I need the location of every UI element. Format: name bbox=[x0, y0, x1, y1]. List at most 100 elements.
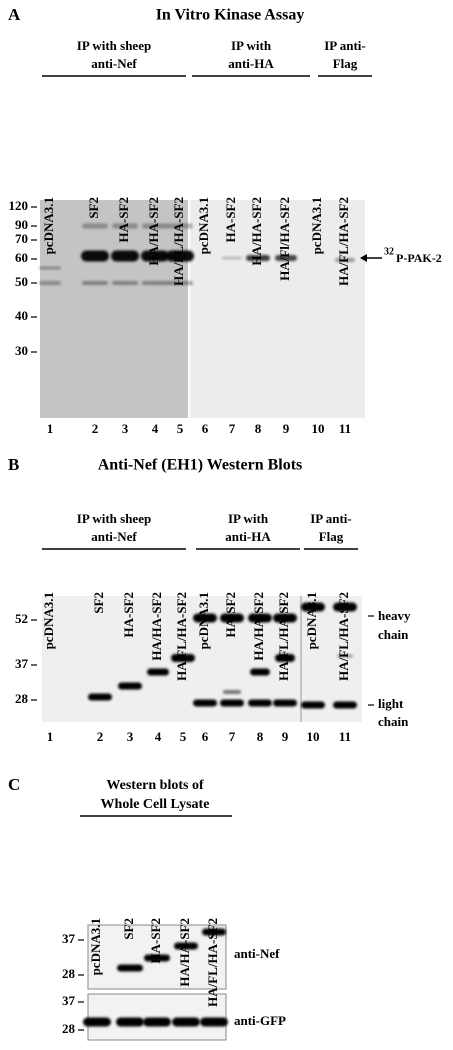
band bbox=[147, 668, 169, 676]
lane-label: pcDNA3.1 bbox=[309, 197, 324, 254]
band bbox=[82, 223, 108, 229]
lane-label: HA/HA-SF2 bbox=[251, 592, 266, 661]
marker-label: 28 bbox=[62, 1021, 76, 1036]
lane-number: 6 bbox=[202, 729, 209, 744]
lane-number: 11 bbox=[339, 421, 351, 436]
lane-number: 7 bbox=[229, 421, 236, 436]
marker-label: 37 bbox=[15, 656, 29, 671]
lane-number: 1 bbox=[47, 421, 54, 436]
band bbox=[220, 699, 244, 707]
band bbox=[117, 964, 143, 972]
marker-label: 52 bbox=[15, 611, 28, 626]
group-title: Flag bbox=[333, 56, 358, 71]
lane-number: 10 bbox=[307, 729, 320, 744]
panel-label: C bbox=[8, 775, 20, 794]
lane-label: HA-SF2 bbox=[148, 918, 163, 964]
marker-label: 60 bbox=[15, 250, 28, 265]
lane-label: pcDNA3.1 bbox=[304, 592, 319, 649]
group-title: IP with sheep bbox=[77, 38, 151, 53]
band bbox=[301, 701, 325, 709]
annotation: P-PAK-2 bbox=[396, 251, 442, 265]
lane-number: 2 bbox=[92, 421, 99, 436]
band bbox=[246, 255, 270, 261]
band bbox=[88, 693, 112, 701]
band bbox=[223, 690, 241, 694]
group-title: anti-Nef bbox=[91, 56, 137, 71]
annotation: light bbox=[378, 696, 404, 711]
lane-number: 6 bbox=[202, 421, 209, 436]
group-title: IP with bbox=[228, 511, 269, 526]
lane-number: 9 bbox=[282, 729, 289, 744]
lane-label: HA/FL/HA-SF2 bbox=[174, 592, 189, 681]
lane-number: 10 bbox=[312, 421, 325, 436]
marker-label: 28 bbox=[15, 691, 29, 706]
lane-label: pcDNA3.1 bbox=[41, 592, 56, 649]
marker-label: 90 bbox=[15, 217, 28, 232]
lane-label: HA/FL/HA-SF2 bbox=[336, 592, 351, 681]
annotation-superscript: 32 bbox=[384, 246, 394, 257]
annotation: chain bbox=[378, 714, 409, 729]
lane-label: HA/HA-SF2 bbox=[249, 197, 264, 266]
band bbox=[171, 654, 195, 662]
band bbox=[83, 1017, 111, 1027]
lane-label: HA/FL/HA-SF2 bbox=[205, 918, 220, 1007]
band bbox=[273, 613, 297, 623]
marker-label: 37 bbox=[62, 993, 76, 1008]
band bbox=[167, 281, 193, 285]
band bbox=[202, 928, 226, 936]
gel-a-right bbox=[190, 200, 365, 418]
band bbox=[111, 250, 139, 262]
lane-label: pcDNA3.1 bbox=[88, 918, 103, 975]
group-title: anti-Nef bbox=[91, 529, 137, 544]
band bbox=[333, 602, 357, 612]
group-title: anti-HA bbox=[225, 529, 271, 544]
group-title: IP with bbox=[231, 38, 272, 53]
gel-c2 bbox=[87, 993, 227, 1041]
band bbox=[82, 281, 108, 285]
lane-number: 9 bbox=[283, 421, 290, 436]
band bbox=[172, 1017, 200, 1027]
lane-number: 5 bbox=[177, 421, 184, 436]
lane-number: 11 bbox=[339, 729, 351, 744]
band bbox=[275, 654, 295, 662]
lane-label: SF2 bbox=[121, 918, 136, 940]
panel-label: B bbox=[8, 455, 19, 474]
marker-label: 50 bbox=[15, 274, 28, 289]
annotation: chain bbox=[378, 627, 409, 642]
band bbox=[248, 699, 272, 707]
band bbox=[118, 682, 142, 690]
band bbox=[112, 281, 138, 285]
group-title: anti-HA bbox=[228, 56, 274, 71]
group-title: IP anti- bbox=[310, 511, 352, 526]
band bbox=[143, 1017, 171, 1027]
band bbox=[248, 613, 272, 623]
marker-label: 70 bbox=[15, 231, 28, 246]
band bbox=[166, 250, 194, 262]
lane-label: HA/HA-SF2 bbox=[177, 918, 192, 987]
band bbox=[167, 223, 193, 229]
band bbox=[174, 942, 198, 950]
lane-label: HA/HA-SF2 bbox=[146, 197, 161, 266]
band bbox=[335, 258, 355, 262]
lane-label: SF2 bbox=[86, 197, 101, 219]
lane-number: 3 bbox=[127, 729, 134, 744]
lane-label: HA/HA-SF2 bbox=[149, 592, 164, 661]
lane-label: HA/Fl/HA-SF2 bbox=[277, 197, 292, 281]
blot-label: anti-Nef bbox=[234, 946, 280, 961]
band bbox=[200, 1017, 228, 1027]
band bbox=[81, 250, 109, 262]
band bbox=[193, 613, 217, 623]
marker-label: 40 bbox=[15, 308, 28, 323]
panel-label: A bbox=[8, 5, 21, 24]
marker-label: 30 bbox=[15, 343, 28, 358]
panel-title: Anti-Nef (EH1) Western Blots bbox=[98, 457, 303, 474]
band bbox=[39, 266, 61, 270]
lane-label: pcDNA3.1 bbox=[41, 197, 56, 254]
lane-number: 1 bbox=[47, 729, 54, 744]
panel-title: Whole Cell Lysate bbox=[101, 797, 210, 812]
annotation: heavy bbox=[378, 608, 411, 623]
band bbox=[116, 1017, 144, 1027]
lane-label: SF2 bbox=[91, 592, 106, 614]
